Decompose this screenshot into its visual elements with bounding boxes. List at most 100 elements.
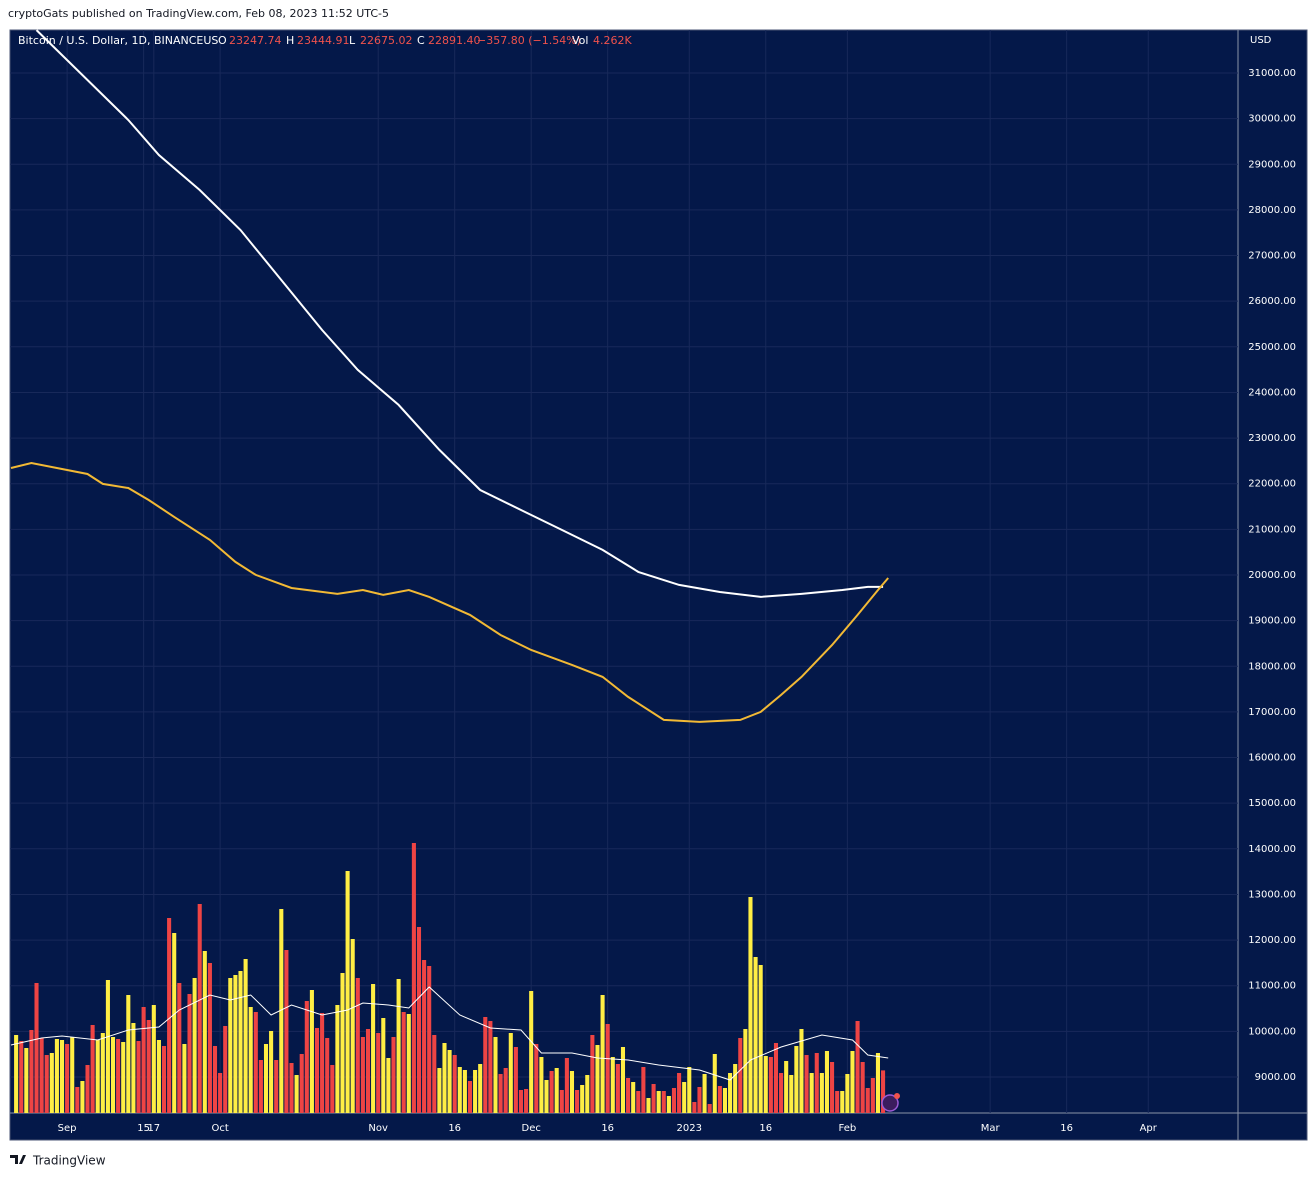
volume-bar [427, 966, 432, 1113]
volume-bar [580, 1085, 585, 1113]
y-tick-label: 29000.00 [1248, 159, 1296, 170]
volume-bar [646, 1098, 651, 1113]
volume-bar [748, 897, 753, 1113]
volume-bar [865, 1088, 870, 1113]
volume-bar [126, 995, 131, 1113]
volume-bar [600, 995, 605, 1113]
volume-bar [39, 1038, 44, 1113]
volume-bar [789, 1075, 794, 1113]
volume-bar [422, 960, 427, 1113]
y-tick-label: 20000.00 [1248, 570, 1296, 581]
volume-bar [279, 909, 284, 1113]
volume-bar [437, 1068, 442, 1113]
y-tick-label: 27000.00 [1248, 251, 1296, 262]
quote-label: C [417, 34, 425, 47]
volume-bar [733, 1064, 738, 1113]
volume-bar [595, 1045, 600, 1113]
volume-bar [100, 1033, 105, 1113]
volume-bar [467, 1081, 473, 1113]
volume-bar [743, 1029, 748, 1113]
volume-bar [243, 959, 248, 1113]
volume-bar [416, 927, 422, 1113]
volume-bar [309, 990, 314, 1113]
volume-bar [702, 1074, 707, 1113]
indicator-dot [894, 1093, 900, 1099]
volume-bar [141, 1007, 146, 1113]
volume-bar [641, 1067, 646, 1113]
x-tick-label: 17 [147, 1123, 160, 1134]
volume-bar [779, 1073, 784, 1113]
y-tick-label: 30000.00 [1248, 114, 1296, 125]
x-tick-label: 16 [448, 1123, 461, 1134]
volume-bar [24, 1048, 29, 1113]
volume-bar [371, 984, 376, 1113]
indicator-badge [881, 1094, 899, 1112]
volume-bar [559, 1090, 564, 1113]
volume-bar [728, 1073, 733, 1113]
volume-bar [452, 1055, 457, 1113]
volume-bar [794, 1046, 799, 1113]
volume-bar [824, 1051, 830, 1113]
volume-bar [773, 1043, 779, 1113]
x-tick-label: 2023 [677, 1123, 702, 1134]
volume-bar [763, 1056, 768, 1113]
volume-bar [498, 1074, 503, 1113]
volume-bar [432, 1035, 437, 1113]
volume-bar [54, 1039, 59, 1113]
volume-bar [314, 1028, 320, 1113]
volume-bar [70, 1037, 75, 1113]
volume-bar [238, 971, 243, 1113]
volume-bar [391, 1037, 396, 1113]
y-tick-label: 17000.00 [1248, 707, 1296, 718]
volume-label: Vol [572, 34, 588, 47]
y-tick-label: 15000.00 [1248, 798, 1296, 809]
volume-bar [146, 1020, 151, 1113]
volume-bar [881, 1070, 886, 1113]
volume-bar [156, 1040, 161, 1113]
volume-bar [875, 1053, 881, 1113]
volume-bar [671, 1088, 677, 1113]
brand-logo: TradingView [10, 1154, 106, 1168]
volume-bar [202, 951, 207, 1113]
volume-bar [14, 1035, 19, 1113]
x-tick-label: 15 [137, 1123, 150, 1134]
logo-icon [10, 1155, 26, 1164]
volume-bar [253, 1012, 258, 1113]
volume-bar [590, 1035, 595, 1113]
volume-bar [355, 978, 360, 1113]
volume-bar [85, 1065, 90, 1113]
volume-bar [799, 1029, 804, 1113]
volume-bar [218, 1073, 223, 1113]
volume-bar [457, 1067, 462, 1113]
volume-bar [274, 1060, 279, 1113]
volume-bar [529, 991, 534, 1113]
brand-name: TradingView [32, 1154, 106, 1168]
volume-bar [524, 1089, 529, 1113]
volume-bar [564, 1058, 569, 1113]
volume-bar [615, 1064, 620, 1113]
volume-bar [830, 1062, 835, 1113]
volume-bar [289, 1063, 294, 1113]
volume-bar [396, 979, 401, 1113]
marks [14, 843, 886, 1113]
volume-bar [819, 1073, 824, 1113]
volume-bar [376, 1033, 381, 1113]
volume-bar [473, 1070, 478, 1113]
y-tick-label: 21000.00 [1248, 524, 1296, 535]
volume-bar [845, 1074, 850, 1113]
y-tick-label: 24000.00 [1248, 387, 1296, 398]
volume-bar [503, 1068, 508, 1113]
volume-bar [549, 1071, 554, 1113]
volume-bar [636, 1091, 641, 1113]
volume-bar [95, 1040, 100, 1113]
volume-bar [738, 1038, 743, 1113]
quote-value: 23444.91 [297, 34, 350, 47]
volume-bar [365, 1029, 371, 1113]
volume-bar [814, 1053, 819, 1113]
volume-bar [697, 1087, 702, 1113]
y-tick-label: 18000.00 [1248, 661, 1296, 672]
quote-value: 22675.02 [360, 34, 413, 47]
volume-bar [575, 1090, 580, 1113]
currency: USD [1250, 35, 1272, 46]
volume-bar [722, 1088, 728, 1113]
